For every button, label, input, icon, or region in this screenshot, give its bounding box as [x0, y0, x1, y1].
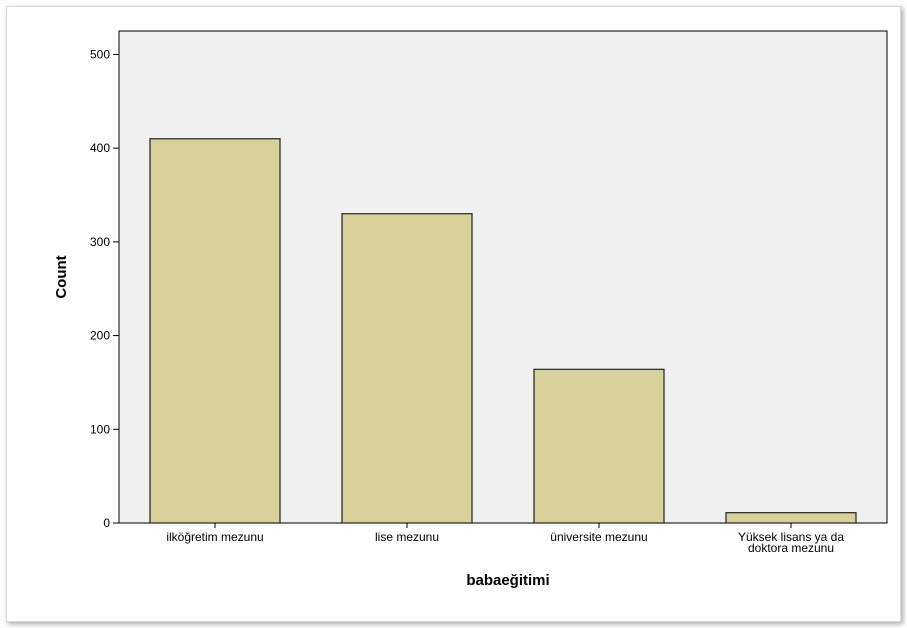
bar-chart: 0 100 200 300 400 500 ilköğretim mezunu lise m…: [53, 30, 888, 589]
y-tick-label: 400: [90, 141, 110, 155]
y-axis-title: Count: [53, 255, 70, 298]
bar: [149, 138, 281, 524]
y-tick-label: 0: [103, 516, 110, 530]
y-tick-label: 200: [90, 329, 110, 343]
x-tick-label: üniversite mezunu: [550, 530, 647, 544]
chart-frame: 0 100 200 300 400 500 ilköğretim mezunu lise m…: [6, 6, 901, 622]
x-axis-title: babaeğitimi: [466, 572, 549, 589]
bar: [341, 213, 473, 524]
x-tick-label: Yüksek lisans ya da doktora mezunu: [738, 530, 844, 555]
x-tick-label: lise mezunu: [375, 530, 439, 544]
y-tick-label: 300: [90, 235, 110, 249]
x-axis-labels: ilköğretim mezunu lise mezunu üniversite m…: [166, 523, 844, 555]
y-axis-ticks: 0 100 200 300 400 500: [90, 47, 119, 530]
bar: [533, 368, 665, 524]
bar: [725, 512, 857, 524]
y-tick-label: 500: [90, 47, 110, 61]
x-tick-label: ilköğretim mezunu: [166, 530, 263, 544]
bars: [149, 138, 857, 524]
y-tick-label: 100: [90, 422, 110, 436]
